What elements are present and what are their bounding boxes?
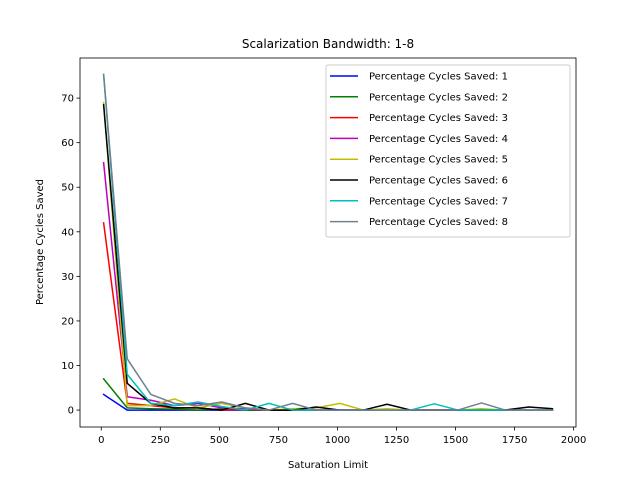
x-tick-label: 1000 xyxy=(325,435,350,446)
y-tick-label: 70 xyxy=(61,94,74,105)
y-axis-label: Percentage Cycles Saved xyxy=(35,179,46,305)
legend-entries: Percentage Cycles Saved: 1 Percentage Cyc… xyxy=(330,72,508,228)
y-tick-label: 0 xyxy=(68,406,74,417)
legend-label-1: Percentage Cycles Saved: 1 xyxy=(369,72,508,83)
x-axis-label: Saturation Limit xyxy=(288,460,368,471)
y-tick-label: 30 xyxy=(61,272,74,283)
legend: Percentage Cycles Saved: 1 Percentage Cyc… xyxy=(325,64,571,238)
legend-label-6: Percentage Cycles Saved: 6 xyxy=(369,176,508,187)
x-tick-label: 1250 xyxy=(384,435,409,446)
axes-frame xyxy=(79,57,577,428)
legend-label-5: Percentage Cycles Saved: 5 xyxy=(369,155,508,166)
x-tick-label: 250 xyxy=(151,435,170,446)
x-tick-label: 0 xyxy=(98,435,104,446)
y-tick-label: 40 xyxy=(61,227,74,238)
x-axis: 0 250 500 750 1000 1250 1500 1750 2000 xyxy=(98,427,586,446)
series-layer xyxy=(102,73,554,411)
legend-label-7: Percentage Cycles Saved: 7 xyxy=(369,196,508,207)
legend-label-4: Percentage Cycles Saved: 4 xyxy=(369,134,508,145)
x-tick-label: 2000 xyxy=(561,435,586,446)
plot-area xyxy=(79,57,577,428)
y-tick-label: 60 xyxy=(61,138,74,149)
y-axis: 0 10 20 30 40 50 60 70 xyxy=(61,94,80,417)
y-tick-label: 50 xyxy=(61,183,74,194)
chart-title: Scalarization Bandwidth: 1-8 xyxy=(242,37,414,51)
x-tick-label: 1500 xyxy=(443,435,468,446)
series-line-5 xyxy=(102,101,554,411)
legend-label-2: Percentage Cycles Saved: 2 xyxy=(369,92,508,103)
legend-label-3: Percentage Cycles Saved: 3 xyxy=(369,113,508,124)
x-tick-label: 1750 xyxy=(502,435,527,446)
y-tick-label: 10 xyxy=(61,361,74,372)
series-line-8 xyxy=(102,73,554,411)
legend-label-8: Percentage Cycles Saved: 8 xyxy=(369,217,508,228)
y-tick-label: 20 xyxy=(61,316,74,327)
legend-box xyxy=(325,64,571,238)
x-tick-label: 500 xyxy=(210,435,229,446)
x-tick-label: 750 xyxy=(269,435,288,446)
